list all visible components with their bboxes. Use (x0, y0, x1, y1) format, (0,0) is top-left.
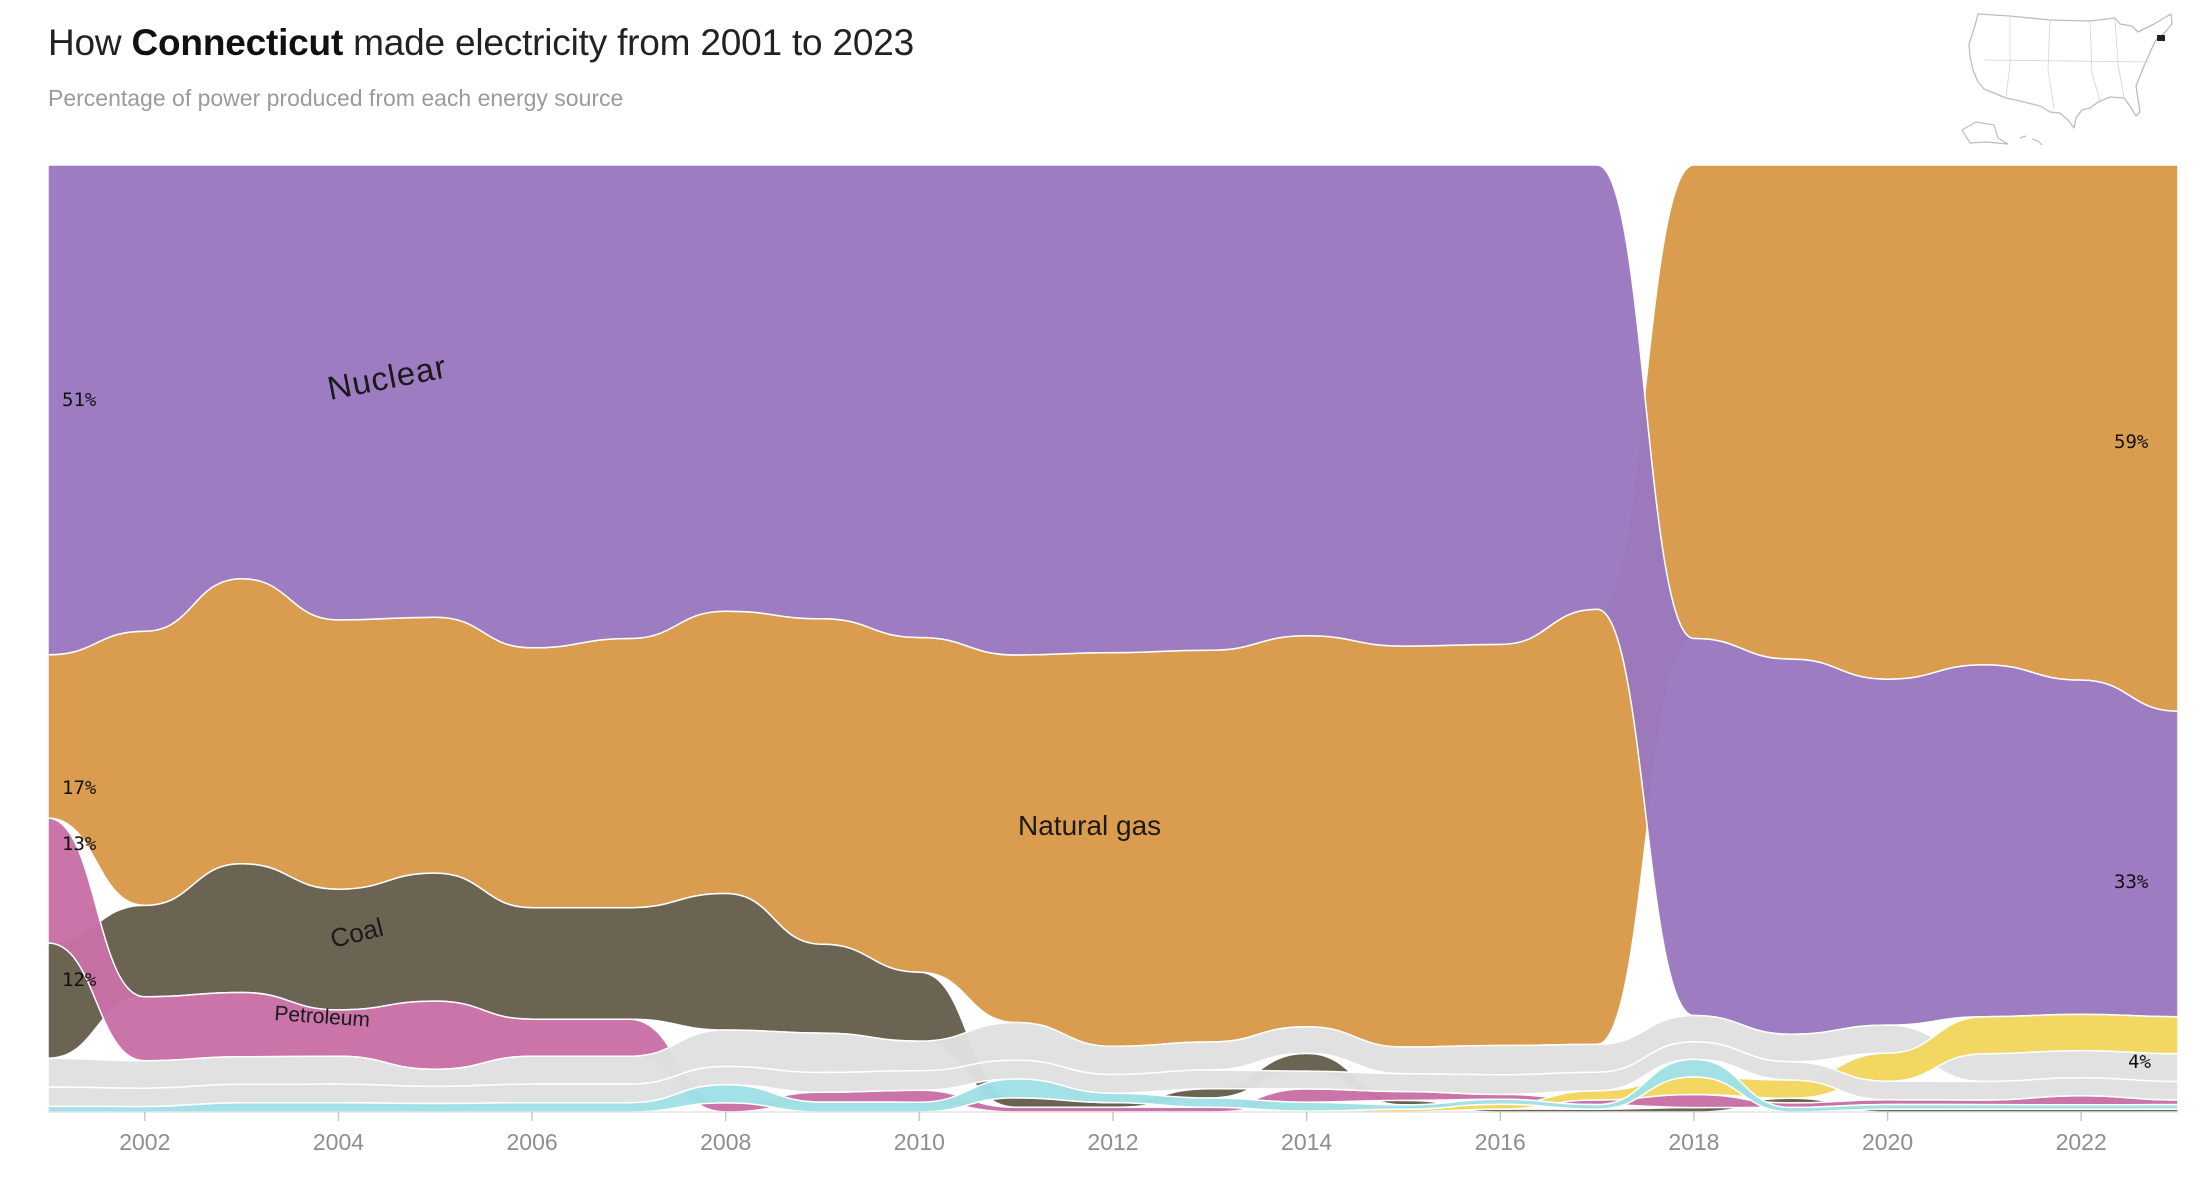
x-tick-label: 2006 (507, 1129, 558, 1155)
series-areas (47, 164, 2179, 1113)
highlighted-state (2157, 35, 2165, 41)
title-prefix: How (48, 22, 132, 63)
value-label-petroleum-2001: 13% (62, 833, 97, 855)
x-tick-label: 2004 (313, 1129, 364, 1155)
x-tick-label: 2022 (2056, 1129, 2107, 1155)
x-axis: 2002 2004 2006 2008 2010 2012 2014 2016 2018 2020… (48, 1111, 2178, 1155)
x-tick-label: 2008 (700, 1129, 751, 1155)
value-label-solar-2023: 4% (2128, 1051, 2151, 1073)
state-borders (1983, 16, 2151, 109)
value-labels: 51% 17% 13% 12% 59% 33% 4% (62, 389, 2151, 1073)
area-other-source-5 (47, 1041, 2179, 1108)
value-label-natural-gas-2001: 17% (62, 777, 97, 799)
x-tick-label: 2020 (1862, 1129, 1913, 1155)
us-map-icon (1961, 13, 2173, 146)
us-outline (1968, 13, 2173, 129)
x-tick-label: 2016 (1475, 1129, 1526, 1155)
value-label-nuclear-2023: 33% (2114, 871, 2149, 893)
x-tick-label: 2014 (1281, 1129, 1332, 1155)
x-tick-label: 2018 (1668, 1129, 1719, 1155)
value-label-nuclear-2001: 51% (62, 389, 97, 411)
value-label-coal-2001: 12% (62, 969, 97, 991)
x-tick-label: 2010 (894, 1129, 945, 1155)
hawaii-outline (2019, 135, 2043, 146)
area-other-source-6 (47, 1058, 2179, 1113)
chart-title: How Connecticut made electricity from 20… (48, 22, 914, 64)
series-label-natural-gas: Natural gas (1018, 810, 1161, 841)
alaska-outline (1961, 121, 2009, 145)
value-label-natural-gas-2023: 59% (2114, 431, 2149, 453)
chart-subtitle: Percentage of power produced from each e… (48, 85, 624, 111)
x-tick-label: 2002 (119, 1129, 170, 1155)
title-suffix: made electricity from 2001 to 2023 (343, 22, 915, 63)
title-state: Connecticut (131, 22, 344, 63)
x-tick-label: 2012 (1087, 1129, 1138, 1155)
